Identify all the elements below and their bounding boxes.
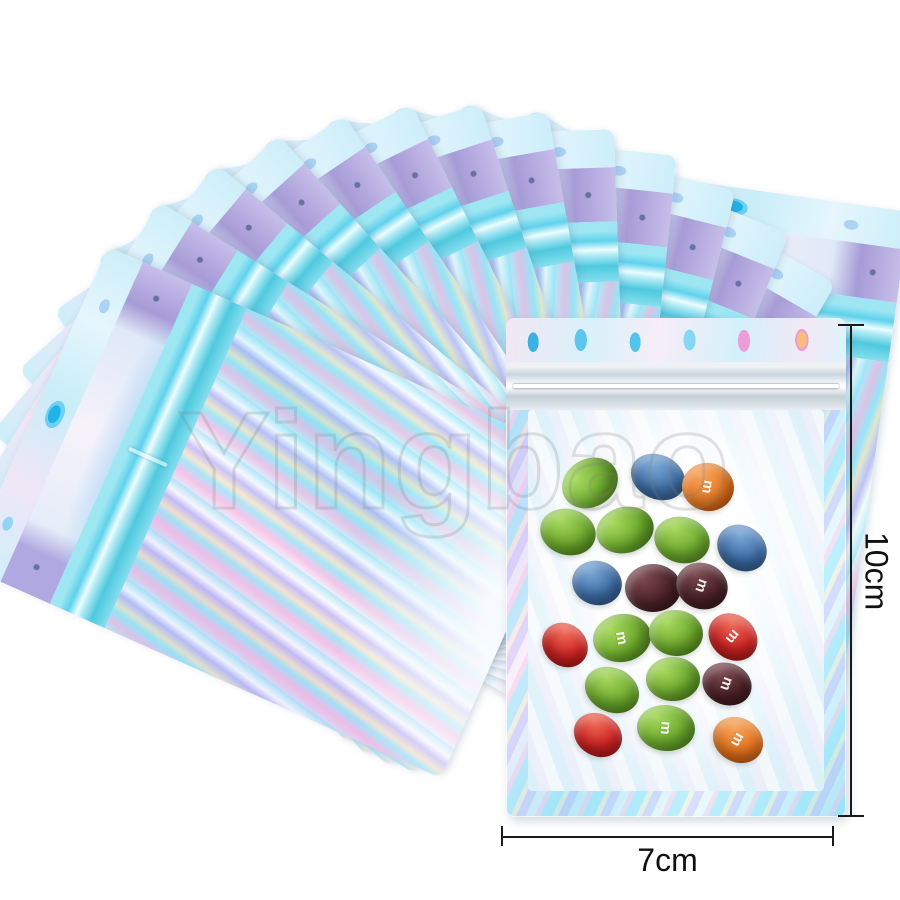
width-dimension-tick-right [832, 826, 834, 846]
height-dimension-tick-top [838, 324, 864, 326]
height-dimension-tick-bottom [838, 815, 864, 817]
front-bag-top-band [506, 318, 846, 362]
height-dimension-label: 10cm [858, 531, 895, 611]
candy-letter: m [612, 629, 632, 647]
candy-brown [625, 564, 681, 612]
candy-letter: m [698, 478, 718, 496]
height-dimension-line [850, 325, 852, 817]
width-dimension-line [502, 836, 833, 838]
candy-orange: m [678, 458, 738, 516]
candy-green [646, 657, 700, 701]
width-dimension-label: 7cm [637, 842, 698, 878]
candy-letter: m [656, 720, 676, 736]
width-dimension-tick-left [501, 826, 503, 846]
front-bag-zipper [506, 362, 846, 410]
